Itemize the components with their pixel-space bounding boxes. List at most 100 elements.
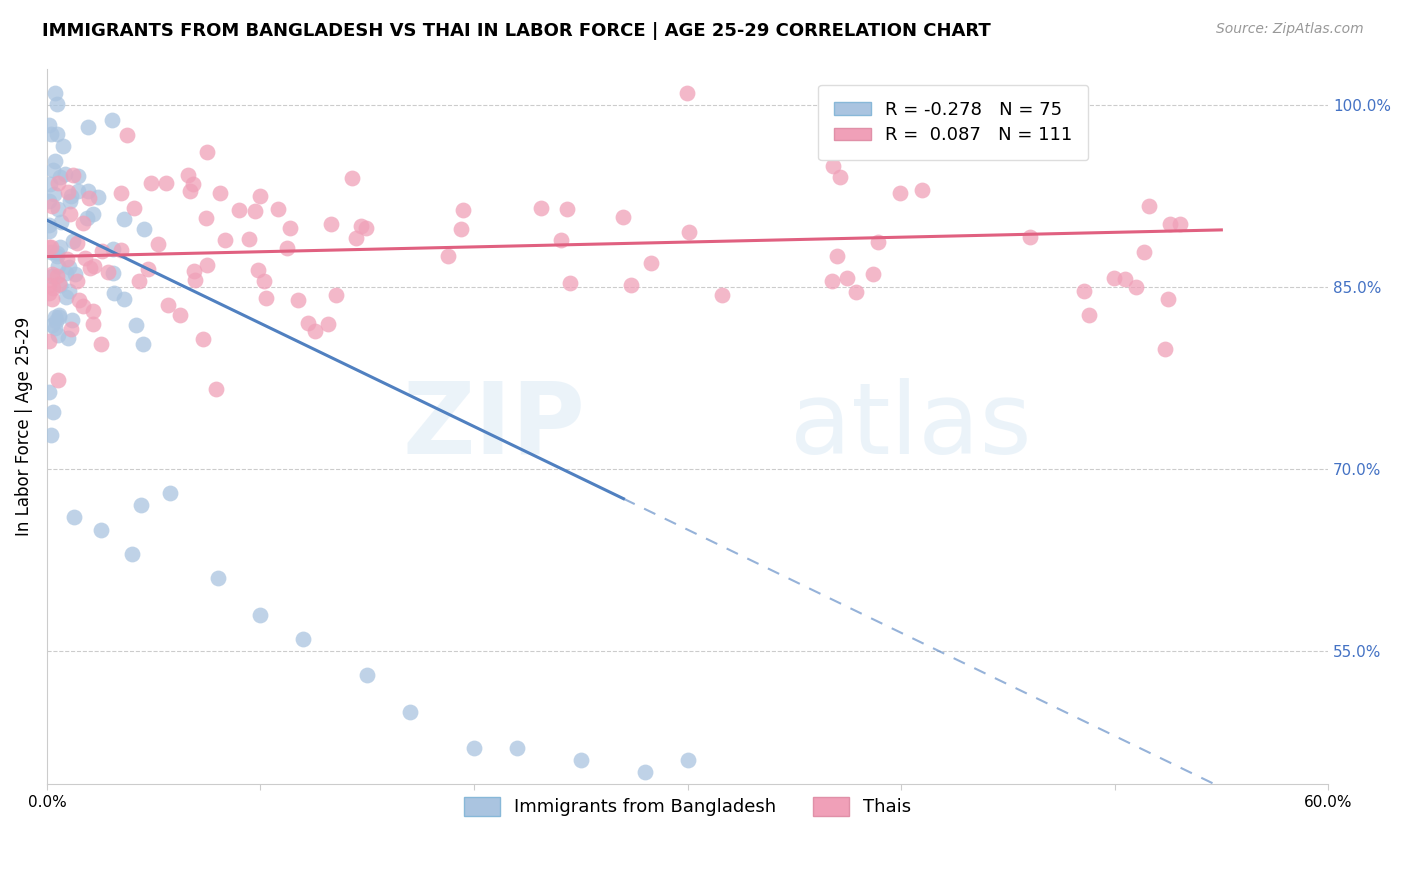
Point (112, 293, 135, 307)
Point (101, 112, 124, 127)
Point (112, 212, 135, 227)
Point (249, 607, 271, 622)
Point (131, 336, 153, 351)
Point (342, 171, 364, 186)
Point (350, 219, 373, 234)
Point (38, 224, 60, 238)
Point (66, 274, 89, 288)
Point (1018, 229, 1040, 244)
Point (463, 741, 485, 756)
Point (868, 235, 890, 250)
Point (204, 382, 226, 396)
Point (276, 240, 298, 254)
Point (1073, 284, 1095, 298)
Point (38, 334, 60, 349)
Point (45, 249, 67, 263)
Point (46, 97, 69, 112)
Point (90, 523, 112, 537)
Point (38, 218, 60, 232)
Point (676, 753, 699, 767)
Point (550, 233, 572, 247)
Point (51, 138, 73, 153)
Point (44, 86, 66, 100)
Point (39, 427, 62, 442)
Point (893, 126, 915, 140)
Point (77, 184, 100, 198)
Point (38, 385, 60, 400)
Point (825, 248, 848, 262)
Point (49, 240, 72, 254)
Point (1125, 280, 1147, 294)
Point (1159, 217, 1181, 231)
Point (59, 194, 82, 209)
Point (1078, 308, 1101, 322)
Point (450, 222, 472, 236)
Point (60, 322, 83, 336)
Point (41, 268, 63, 282)
Point (356, 668, 378, 682)
Point (177, 168, 200, 182)
Point (821, 159, 844, 173)
Point (72, 216, 94, 230)
Point (146, 237, 169, 252)
Point (46, 176, 69, 190)
Text: Source: ZipAtlas.com: Source: ZipAtlas.com (1216, 22, 1364, 37)
Point (354, 221, 377, 235)
Point (208, 186, 231, 201)
Point (169, 309, 191, 323)
Point (136, 262, 159, 277)
Point (197, 258, 219, 272)
Point (121, 547, 143, 561)
Point (65, 236, 87, 251)
Text: atlas: atlas (790, 378, 1032, 475)
Point (1102, 271, 1125, 285)
Point (59, 206, 82, 220)
Point (82, 303, 104, 318)
Point (316, 318, 339, 332)
Point (91, 244, 114, 258)
Point (101, 266, 124, 280)
Point (889, 186, 911, 200)
Point (58, 331, 80, 345)
Point (41, 292, 63, 306)
Point (48, 277, 70, 292)
Point (83, 259, 105, 273)
Point (821, 274, 844, 288)
Point (1137, 199, 1160, 213)
Point (82, 318, 104, 332)
Point (42, 405, 65, 419)
Point (620, 277, 643, 292)
Point (297, 316, 319, 330)
Point (46, 245, 69, 260)
Point (132, 222, 155, 236)
Point (344, 231, 367, 245)
Point (139, 177, 162, 191)
Point (63, 510, 86, 524)
Point (634, 765, 657, 780)
Point (44, 310, 66, 324)
Point (41, 281, 63, 295)
Point (49, 169, 72, 184)
Point (41, 244, 63, 259)
Point (67, 293, 90, 307)
Point (560, 276, 582, 290)
Point (59, 189, 82, 203)
Point (195, 211, 218, 225)
Point (862, 267, 884, 281)
Point (39, 239, 62, 253)
Point (640, 256, 662, 270)
Point (228, 203, 250, 218)
Point (90, 337, 112, 351)
Point (325, 287, 347, 301)
Point (129, 499, 152, 513)
Point (1170, 217, 1192, 231)
Point (38, 286, 60, 301)
Point (82, 207, 104, 221)
Point (39, 177, 62, 191)
Point (117, 128, 139, 142)
Point (280, 220, 302, 235)
Point (287, 293, 309, 308)
Point (58, 284, 80, 298)
Point (77, 191, 100, 205)
Point (97, 265, 120, 279)
